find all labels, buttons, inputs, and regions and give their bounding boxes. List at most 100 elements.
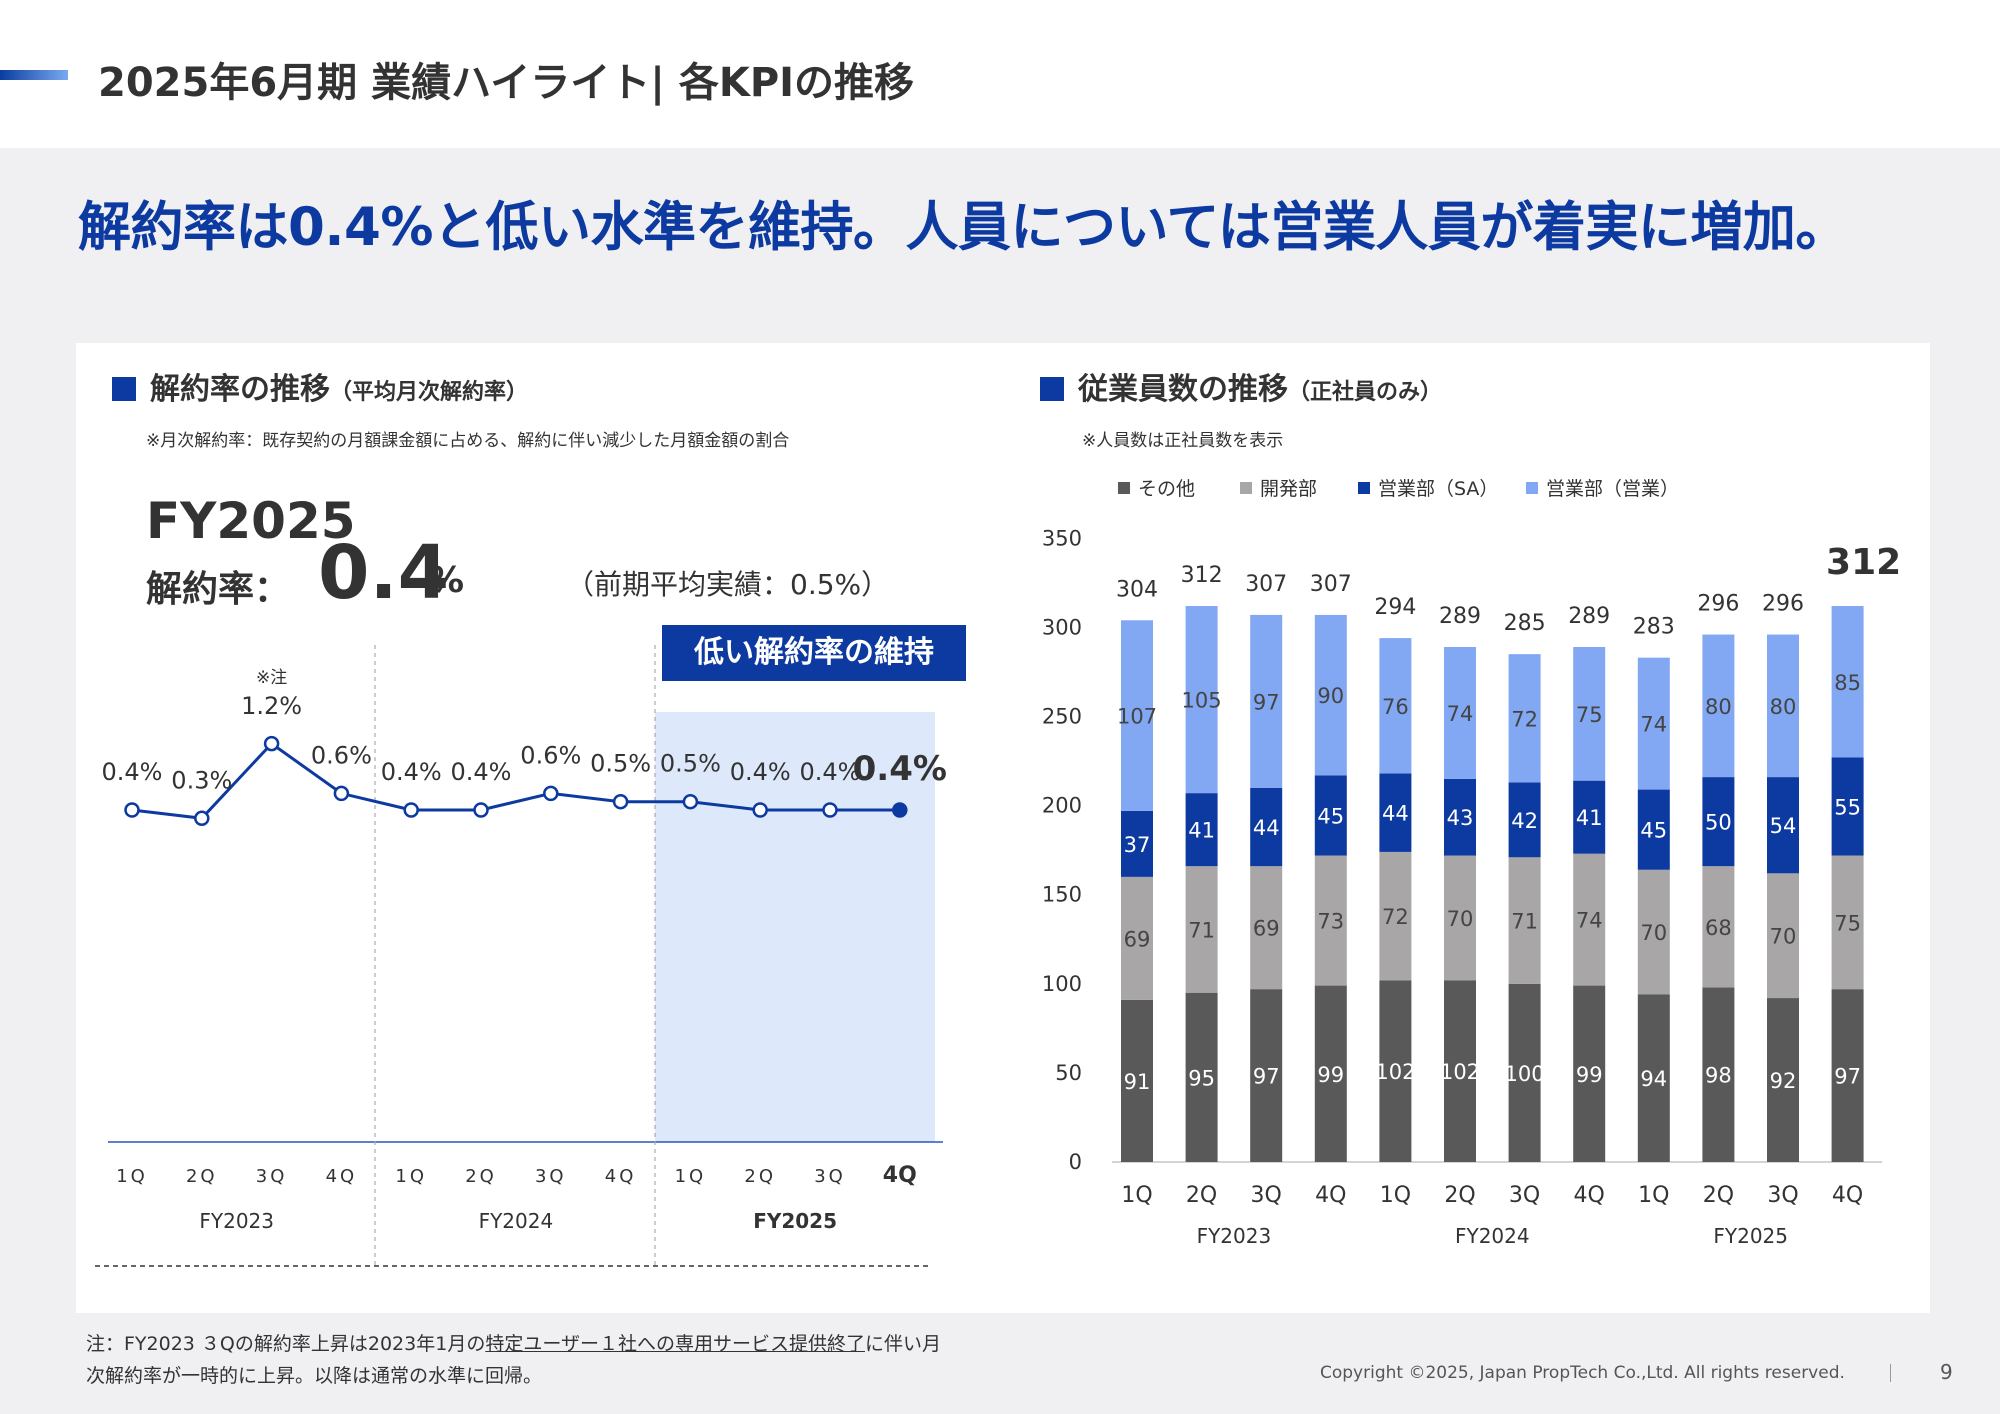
bar-total-label: 283 [1633, 615, 1675, 640]
bar-segment [1702, 987, 1735, 1162]
churn-point [543, 785, 559, 802]
bar-total-label: 294 [1374, 595, 1416, 620]
bar-total-label: 307 [1245, 572, 1287, 597]
bar-segment [1508, 654, 1541, 783]
bar-segment [1508, 782, 1541, 858]
churn-x-tick: 3Q [535, 1166, 567, 1187]
churn-point [612, 793, 629, 810]
churn-point [473, 802, 489, 818]
churn-series-line [131, 741, 900, 820]
legend-label: その他 [1138, 478, 1195, 500]
bar-x-tick: 4Q [1832, 1183, 1863, 1208]
bar-segment [1379, 773, 1412, 852]
square-bullet-icon [1040, 377, 1064, 401]
bar-segment [1250, 866, 1283, 990]
bar-total-label: 289 [1568, 604, 1610, 629]
bar-segment-label: 97 [1253, 1065, 1280, 1089]
bar-segment-label: 45 [1317, 804, 1344, 828]
bar-segment-label: 71 [1188, 918, 1215, 942]
bar-segment-label: 37 [1124, 833, 1151, 857]
bar-segment [1444, 778, 1476, 856]
bar-segment-label: 72 [1382, 905, 1409, 929]
bar-segment-label: 100 [1505, 1062, 1545, 1086]
kpi-label: 解約率： [146, 569, 291, 610]
fy2025-highlight [655, 712, 935, 1142]
churn-data-label: 0.5% [660, 750, 721, 778]
churn-line-chart: 0.4% 1Q 0.3% 2Q 1.2% 3Q 0.6% 4Q 0.4% 1Q 0.4% 2Q 0.6%… [95, 645, 947, 1267]
churn-x-tick: 2Q [186, 1166, 218, 1187]
bar-total-label: 304 [1116, 577, 1158, 602]
bar-segment-label: 70 [1447, 907, 1474, 931]
content-panel [76, 343, 1930, 1313]
churn-data-label: 0.4% [730, 758, 791, 786]
churn-data-label: 0.6% [311, 741, 372, 769]
bar-segment-label: 95 [1188, 1066, 1215, 1090]
churn-x-tick: 1Q [675, 1166, 707, 1187]
page-number: 9 [1940, 1360, 1953, 1384]
churn-x-tick: 3Q [814, 1166, 846, 1187]
bar-segment [1121, 999, 1153, 1162]
bar-segment [1185, 992, 1218, 1162]
legend-label: 営業部（SA） [1378, 478, 1498, 500]
bar-segment-label: 80 [1770, 695, 1797, 719]
bar-segment [1185, 793, 1218, 867]
bar-segment-label: 80 [1705, 695, 1732, 719]
churn-data-label: 1.2% [241, 692, 302, 720]
churn-data-label: 0.4% [800, 758, 861, 786]
churn-x-tick: 1Q [395, 1166, 427, 1187]
kpi-unit: % [428, 560, 465, 601]
header-accent-bar [0, 70, 68, 80]
bar-segment [1767, 777, 1799, 874]
bar-segment [1379, 638, 1412, 774]
bar-x-tick: 1Q [1121, 1183, 1152, 1208]
footer-separator [1890, 1364, 1891, 1382]
y-tick-label: 300 [1042, 615, 1082, 639]
bar-x-tick: 1Q [1380, 1183, 1411, 1208]
bar-segment [1250, 989, 1283, 1162]
bar-segment-label: 41 [1188, 819, 1215, 843]
bar-segment-label: 41 [1576, 806, 1603, 830]
bar-segment-label: 102 [1440, 1060, 1480, 1084]
bar-segment-label: 94 [1640, 1067, 1667, 1091]
churn-data-label: 0.6% [520, 741, 581, 769]
bar-segment-label: 70 [1640, 921, 1667, 945]
legend-swatch [1118, 482, 1130, 494]
bar-total-label: 285 [1504, 611, 1546, 636]
churn-subtitle: （平均月次解約率） [330, 380, 529, 405]
bar-segment [1573, 985, 1606, 1162]
bar-segment [1831, 606, 1864, 758]
legend-swatch [1240, 482, 1252, 494]
bar-segment [1121, 620, 1153, 811]
churn-point [333, 785, 350, 802]
churn-point [682, 793, 699, 810]
legend-swatch [1526, 482, 1538, 494]
bar-segment [1314, 855, 1347, 986]
bar-segment [1185, 866, 1218, 993]
bar-segment-label: 69 [1253, 917, 1280, 941]
bar-segment [1121, 810, 1153, 877]
churn-point [892, 802, 908, 818]
bar-total-label: 296 [1697, 592, 1739, 617]
churn-x-tick: 2Q [465, 1166, 497, 1187]
bar-segment [1702, 866, 1735, 988]
bar-group-label: FY2025 [1713, 1224, 1788, 1248]
footer-note-a: 注：FY2023 ３Qの解約率上昇は2023年1月の [86, 1333, 486, 1355]
bar-segment [1121, 876, 1153, 1000]
bar-segment-label: 45 [1640, 819, 1667, 843]
bar-segment [1831, 757, 1864, 856]
bar-segment-label: 105 [1182, 689, 1222, 713]
bar-segment [1573, 647, 1606, 781]
churn-section-title: 解約率の推移（平均月次解約率） [112, 364, 528, 408]
bar-segment-label: 90 [1317, 684, 1344, 708]
churn-note: ※月次解約率：既存契約の月額課金額に占める、解約に伴い減少した月額金額の割合 [146, 431, 790, 451]
y-tick-label: 350 [1042, 526, 1082, 550]
footer-note: 注：FY2023 ３Qの解約率上昇は2023年1月の特定ユーザー１社への専用サー… [86, 1328, 946, 1392]
bar-x-tick: 3Q [1509, 1183, 1540, 1208]
bar-group-label: FY2023 [1197, 1224, 1272, 1248]
bar-segment [1379, 980, 1412, 1162]
churn-point [403, 802, 419, 818]
bar-segment [1444, 855, 1476, 981]
bar-segment [1314, 614, 1347, 776]
bar-segment-label: 70 [1770, 925, 1797, 949]
page-title: 2025年6月期 業績ハイライト| 各KPIの推移 [98, 60, 915, 106]
